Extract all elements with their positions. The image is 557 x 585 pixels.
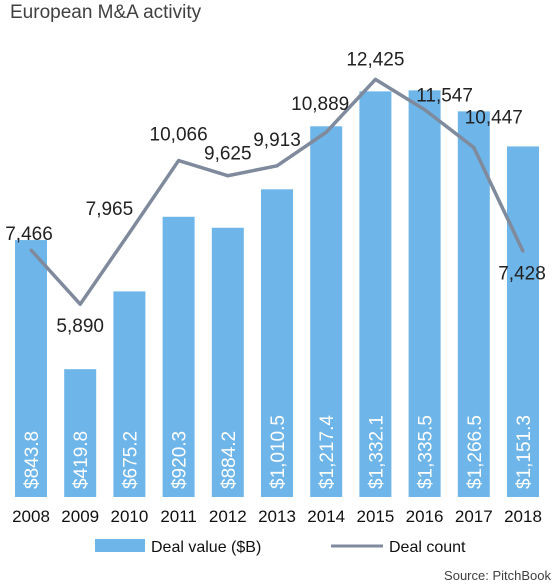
deal-count-point-2016 bbox=[423, 108, 427, 112]
deal-count-point-2008 bbox=[29, 248, 33, 252]
bar-2015 bbox=[359, 91, 392, 497]
bar-value-label: $1,010.5 bbox=[268, 415, 289, 489]
legend-label-deal-value: Deal value ($B) bbox=[151, 539, 261, 556]
deal-count-label: 11,547 bbox=[416, 86, 473, 107]
legend-label-deal-count: Deal count bbox=[389, 539, 466, 556]
deal-count-point-2018 bbox=[521, 249, 525, 253]
chart-title: European M&A activity bbox=[10, 2, 202, 23]
deal-count-point-2013 bbox=[275, 164, 279, 168]
deal-count-label: 9,913 bbox=[253, 130, 301, 151]
bar-2014 bbox=[310, 126, 343, 497]
bar-value-label: $1,151.3 bbox=[514, 415, 535, 489]
source-note: Source: PitchBook bbox=[444, 568, 551, 583]
deal-count-point-2015 bbox=[373, 77, 377, 81]
deal-count-point-2011 bbox=[177, 159, 181, 163]
bar-value-label: $843.8 bbox=[22, 431, 43, 489]
deal-count-point-2014 bbox=[324, 130, 328, 134]
deal-count-label: 7,965 bbox=[86, 199, 134, 220]
bars-layer: $843.8 $419.8 $675.2 $920.3 $884.2 $1,010.5 $1… bbox=[15, 90, 539, 498]
bar-value-label: $920.3 bbox=[170, 431, 191, 489]
x-tick-label: 2014 bbox=[307, 507, 345, 526]
bar-value-label: $884.2 bbox=[219, 431, 240, 489]
deal-count-label: 7,428 bbox=[498, 263, 546, 284]
bar-2010 bbox=[113, 291, 146, 497]
x-tick-label: 2011 bbox=[160, 507, 197, 526]
line-layer bbox=[29, 77, 525, 306]
deal-count-point-2009 bbox=[78, 302, 82, 306]
bar-value-label: $1,332.1 bbox=[366, 415, 387, 489]
legend: Deal value ($B) Deal count bbox=[95, 539, 466, 556]
bar-2017 bbox=[457, 111, 490, 497]
deal-count-label: 9,625 bbox=[204, 144, 252, 165]
x-tick-label: 2013 bbox=[258, 507, 296, 526]
deal-count-label: 5,890 bbox=[56, 316, 104, 337]
deal-count-label: 10,889 bbox=[291, 94, 349, 115]
x-tick-label: 2017 bbox=[455, 507, 493, 526]
deal-count-point-2010 bbox=[127, 231, 131, 235]
x-tick-label: 2008 bbox=[12, 507, 50, 526]
deal-count-label: 7,466 bbox=[5, 224, 53, 245]
bar-value-label: $1,266.5 bbox=[465, 415, 486, 489]
bar-2011 bbox=[162, 216, 195, 497]
bar-value-label: $1,335.5 bbox=[416, 415, 437, 489]
x-tick-label: 2012 bbox=[209, 507, 247, 526]
bar-value-label: $675.2 bbox=[120, 431, 141, 489]
legend-swatch-deal-value bbox=[95, 539, 145, 552]
bar-value-label: $1,217.4 bbox=[317, 415, 338, 489]
x-tick-label: 2015 bbox=[356, 507, 394, 526]
bar-value-label: $419.8 bbox=[71, 431, 92, 489]
deal-count-label: 12,425 bbox=[346, 49, 404, 70]
bar-2016 bbox=[408, 90, 441, 498]
deal-count-label: 10,447 bbox=[465, 107, 523, 128]
x-tick-label: 2010 bbox=[110, 507, 148, 526]
bar-2013 bbox=[261, 189, 293, 498]
x-axis-ticks: 2008 2009 2010 2011 2012 2013 2014 2015 2016 2017… bbox=[12, 507, 542, 526]
deal-count-point-2017 bbox=[472, 145, 476, 149]
deal-count-label: 10,066 bbox=[150, 125, 208, 146]
bar-2008 bbox=[15, 240, 47, 497]
deal-count-point-2012 bbox=[226, 174, 230, 178]
bar-2018 bbox=[507, 146, 539, 498]
x-tick-label: 2016 bbox=[406, 507, 444, 526]
x-tick-label: 2009 bbox=[61, 507, 99, 526]
bar-2012 bbox=[211, 227, 244, 497]
x-tick-label: 2018 bbox=[504, 507, 542, 526]
bar-2009 bbox=[64, 369, 97, 497]
